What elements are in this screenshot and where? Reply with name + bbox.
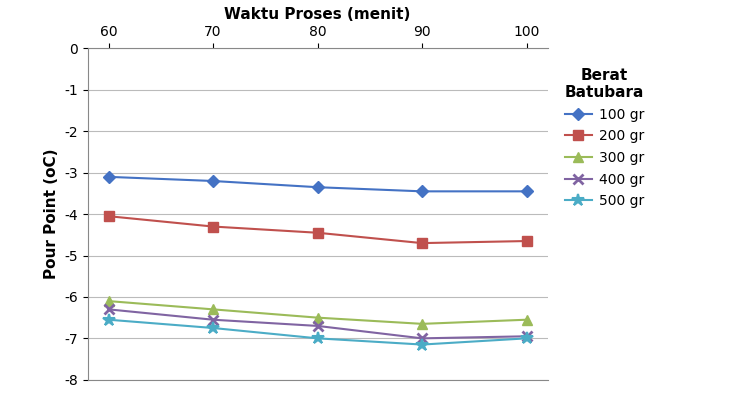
- 400 gr: [104, 307, 113, 312]
- 400 gr: [209, 317, 218, 322]
- 200 gr: [104, 214, 113, 219]
- 500 gr: [313, 336, 322, 341]
- 300 gr: [418, 322, 426, 326]
- 500 gr: [104, 317, 113, 322]
- 500 gr: [209, 326, 218, 330]
- Line: 400 gr: 400 gr: [104, 305, 531, 343]
- Line: 100 gr: 100 gr: [104, 173, 531, 196]
- 300 gr: [104, 299, 113, 303]
- 500 gr: [522, 336, 531, 341]
- Line: 300 gr: 300 gr: [104, 296, 531, 329]
- Y-axis label: Pour Point (oC): Pour Point (oC): [44, 149, 58, 280]
- 200 gr: [418, 241, 426, 246]
- Legend: 100 gr, 200 gr, 300 gr, 400 gr, 500 gr: 100 gr, 200 gr, 300 gr, 400 gr, 500 gr: [559, 62, 650, 214]
- 300 gr: [313, 315, 322, 320]
- 100 gr: [418, 189, 426, 194]
- 400 gr: [418, 336, 426, 341]
- 300 gr: [522, 317, 531, 322]
- Line: 200 gr: 200 gr: [104, 211, 531, 248]
- 200 gr: [313, 230, 322, 235]
- 300 gr: [209, 307, 218, 312]
- 400 gr: [313, 324, 322, 328]
- X-axis label: Waktu Proses (menit): Waktu Proses (menit): [224, 7, 411, 22]
- 100 gr: [313, 185, 322, 189]
- 100 gr: [104, 175, 113, 179]
- 500 gr: [418, 342, 426, 347]
- 100 gr: [522, 189, 531, 194]
- 400 gr: [522, 334, 531, 339]
- Line: 500 gr: 500 gr: [102, 314, 533, 351]
- 200 gr: [209, 224, 218, 229]
- 100 gr: [209, 179, 218, 183]
- 200 gr: [522, 239, 531, 244]
